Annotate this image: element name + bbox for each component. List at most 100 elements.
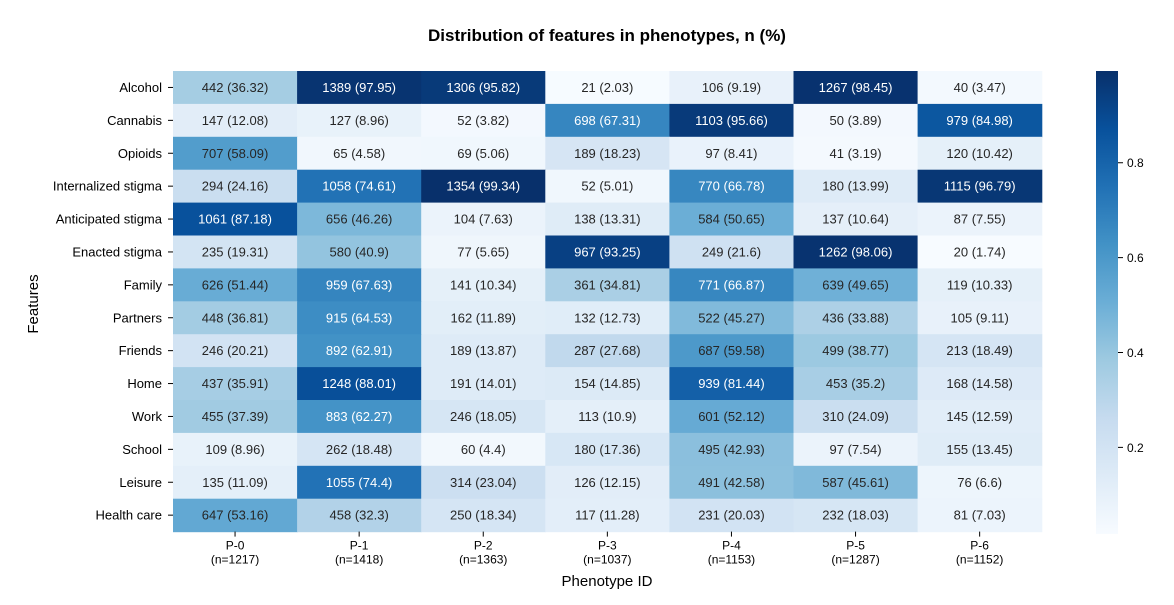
row-label: Health care	[96, 508, 162, 523]
heatmap-cell	[917, 71, 1043, 105]
heatmap-cell	[793, 202, 919, 237]
heatmap-cell	[917, 498, 1043, 533]
column-label: P-2	[474, 539, 493, 553]
heatmap-cell	[545, 202, 670, 237]
heatmap-cell	[173, 202, 298, 237]
heatmap-cell	[421, 432, 546, 467]
cell-value-label: 771 (66.87)	[698, 277, 765, 292]
heatmap-cell	[297, 498, 422, 533]
heatmap-cell	[173, 498, 298, 533]
heatmap-cell	[793, 465, 919, 500]
chart-title: Distribution of features in phenotypes, …	[428, 26, 786, 45]
heatmap-cell	[793, 334, 919, 368]
heatmap-cell	[421, 498, 546, 533]
heatmap-cell	[545, 71, 670, 105]
cell-value-label: 959 (67.63)	[326, 277, 393, 292]
cell-value-label: 1103 (95.66)	[695, 113, 768, 128]
heatmap-cell	[297, 301, 422, 335]
cell-value-label: 145 (12.59)	[946, 409, 1013, 424]
heatmap-cell	[421, 136, 546, 171]
heatmap-cell	[173, 268, 298, 302]
row-label: Work	[132, 409, 163, 424]
cell-value-label: 147 (12.08)	[202, 113, 269, 128]
heatmap-cell	[669, 103, 795, 138]
cell-value-label: 69 (5.06)	[457, 146, 509, 161]
colorbar-tick-label: 0.8	[1127, 156, 1144, 170]
column-n-label: (n=1153)	[708, 553, 755, 567]
row-label: Alcohol	[119, 80, 162, 95]
heatmap-cell	[917, 268, 1043, 302]
cell-value-label: 232 (18.03)	[822, 508, 889, 523]
heatmap-cell	[545, 103, 670, 138]
cell-value-label: 455 (37.39)	[202, 409, 269, 424]
cell-value-label: 180 (13.99)	[822, 179, 889, 194]
heatmap-cell	[669, 334, 795, 368]
heatmap-cell	[421, 465, 546, 500]
cell-value-label: 770 (66.78)	[698, 179, 765, 194]
heatmap-cell	[173, 136, 298, 171]
heatmap-cell	[545, 235, 670, 269]
row-label: Cannabis	[107, 113, 162, 128]
heatmap-cell	[917, 367, 1043, 401]
cell-value-label: 249 (21.6)	[702, 244, 761, 259]
column-label: P-4	[722, 539, 741, 553]
cell-value-label: 580 (40.9)	[330, 244, 389, 259]
heatmap-cell	[793, 268, 919, 302]
heatmap-cell	[669, 367, 795, 401]
cell-value-label: 707 (58.09)	[202, 146, 269, 161]
cell-value-label: 52 (3.82)	[457, 113, 509, 128]
cell-value-label: 138 (13.31)	[574, 212, 641, 227]
cell-value-label: 65 (4.58)	[333, 146, 385, 161]
cell-value-label: 698 (67.31)	[574, 113, 641, 128]
heatmap-cell	[421, 367, 546, 401]
cell-value-label: 939 (81.44)	[698, 376, 765, 391]
cell-value-label: 294 (24.16)	[202, 179, 269, 194]
cell-value-label: 1389 (97.95)	[322, 80, 396, 95]
cell-value-label: 522 (45.27)	[698, 310, 765, 325]
column-n-label: (n=1217)	[211, 553, 259, 567]
heatmap-cell	[173, 400, 298, 434]
cell-value-label: 180 (17.36)	[574, 442, 641, 457]
heatmap-cell	[545, 465, 670, 500]
cell-value-label: 231 (20.03)	[698, 508, 765, 523]
heatmap-cell	[173, 301, 298, 335]
heatmap-cell	[297, 202, 422, 237]
cell-value-label: 656 (46.26)	[326, 212, 393, 227]
heatmap-cell	[545, 498, 670, 533]
heatmap-cell	[173, 465, 298, 500]
cell-value-label: 77 (5.65)	[457, 244, 509, 259]
cell-value-label: 235 (19.31)	[202, 244, 269, 259]
cell-value-label: 883 (62.27)	[326, 409, 393, 424]
heatmap-cell	[297, 334, 422, 368]
heatmap-cell	[545, 400, 670, 434]
cell-value-label: 127 (8.96)	[330, 113, 389, 128]
heatmap-cell	[793, 169, 919, 204]
heatmap-cell	[297, 268, 422, 302]
cell-value-label: 246 (20.21)	[202, 343, 269, 358]
colorbar-tick-label: 0.4	[1127, 346, 1144, 360]
heatmap-cell	[297, 367, 422, 401]
heatmap-cell	[545, 268, 670, 302]
heatmap-cell	[793, 71, 919, 105]
heatmap-cell	[793, 498, 919, 533]
cell-value-label: 246 (18.05)	[450, 409, 517, 424]
y-axis-label: Features	[25, 274, 42, 333]
heatmap-cell	[669, 465, 795, 500]
column-n-label: (n=1287)	[831, 553, 879, 567]
colorbar-tick-label: 0.2	[1127, 441, 1144, 455]
column-n-label: (n=1363)	[459, 553, 507, 567]
heatmap-cell	[545, 136, 670, 171]
cell-value-label: 189 (18.23)	[574, 146, 641, 161]
cell-value-label: 132 (12.73)	[574, 310, 641, 325]
column-n-label: (n=1037)	[583, 553, 631, 567]
row-labels: Alcohol Cannabis Opioids Internalized stigm…	[53, 80, 173, 523]
cell-value-label: 314 (23.04)	[450, 475, 517, 490]
heatmap-cell	[297, 400, 422, 434]
column-label: P-5	[846, 539, 865, 553]
column-label: P-3	[598, 539, 617, 553]
column-label: P-1	[350, 539, 369, 553]
heatmap-cell	[297, 169, 422, 204]
heatmap-cell	[917, 400, 1043, 434]
heatmap-cell	[793, 400, 919, 434]
